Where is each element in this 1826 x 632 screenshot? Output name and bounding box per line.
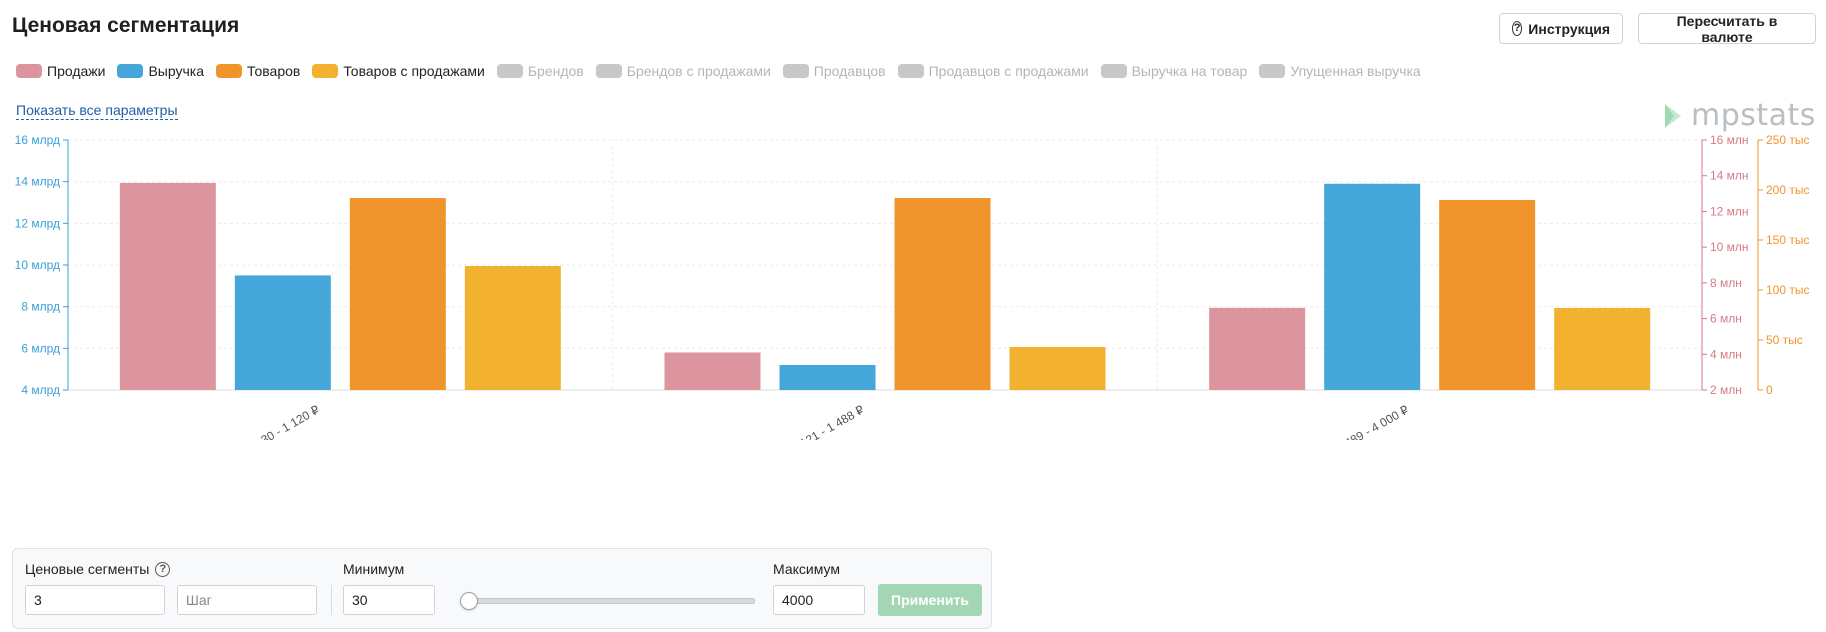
- legend-label: Брендов с продажами: [626, 63, 771, 79]
- left-axis-tick-label: 8 млрд: [21, 300, 60, 314]
- legend-item[interactable]: Упущенная выручка: [1259, 63, 1421, 79]
- question-icon: ?: [1512, 21, 1523, 36]
- step-input[interactable]: [177, 585, 317, 615]
- segments-help-icon[interactable]: ?: [155, 561, 171, 577]
- bar-3-1[interactable]: [349, 198, 446, 390]
- right-sales-axis-tick-label: 6 млн: [1710, 312, 1742, 326]
- help-button-label: Инструкция: [1528, 20, 1610, 37]
- bar-3-2[interactable]: [894, 198, 991, 390]
- logo: mpstats: [1663, 98, 1816, 133]
- right-sales-axis-tick-label: 8 млн: [1710, 276, 1742, 290]
- left-axis-tick-label: 4 млрд: [21, 383, 60, 397]
- bar-4-1[interactable]: [464, 266, 561, 390]
- left-axis-tick-label: 14 млрд: [15, 175, 60, 189]
- legend-label: Товаров: [247, 63, 301, 79]
- right-sales-axis-tick-label: 2 млн: [1710, 383, 1742, 397]
- right-items-axis-tick-label: 250 тыс: [1766, 133, 1809, 147]
- legend-item[interactable]: Продавцов: [782, 63, 886, 79]
- bar-4-3[interactable]: [1554, 308, 1651, 390]
- chart-legend: Продажи Выручка Товаров Товаров с продажами…: [16, 63, 1433, 79]
- legend-swatch: [782, 64, 809, 78]
- right-sales-axis-tick-label: 4 млн: [1710, 347, 1742, 361]
- right-items-axis-tick-label: 200 тыс: [1766, 183, 1809, 197]
- x-axis-tick-label: 1 121 - 1 488 ₽: [789, 402, 867, 440]
- right-items-axis-tick-label: 100 тыс: [1766, 283, 1809, 297]
- apply-button[interactable]: Применить: [878, 584, 982, 616]
- logo-text: mpstats: [1691, 98, 1816, 133]
- legend-item[interactable]: Брендов с продажами: [595, 63, 771, 79]
- max-label: Максимум: [773, 561, 840, 577]
- right-sales-axis-tick-label: 14 млн: [1710, 169, 1749, 183]
- bar-1-1[interactable]: [119, 182, 216, 390]
- min-label: Минимум: [343, 561, 405, 577]
- left-axis-tick-label: 12 млрд: [15, 216, 60, 230]
- page-title: Ценовая сегментация: [12, 14, 240, 37]
- bar-3-3[interactable]: [1439, 200, 1536, 390]
- legend-item[interactable]: Продажи: [16, 63, 105, 79]
- legend-label: Выручка: [148, 63, 205, 79]
- legend-item[interactable]: Брендов: [496, 63, 584, 79]
- price-range-slider-thumb[interactable]: [460, 592, 478, 610]
- min-price-input[interactable]: [343, 585, 435, 615]
- legend-swatch: [216, 64, 243, 78]
- segment-controls-panel: Ценовые сегменты ? Минимум Максимум Прим…: [12, 548, 992, 629]
- show-all-params-link[interactable]: Показать все параметры: [16, 102, 178, 120]
- legend-swatch: [16, 64, 42, 78]
- legend-label: Выручка на товар: [1131, 63, 1248, 79]
- legend-item[interactable]: Товаров с продажами: [312, 63, 485, 79]
- left-axis-tick-label: 6 млрд: [21, 341, 60, 355]
- right-sales-axis-tick-label: 10 млн: [1710, 240, 1749, 254]
- legend-swatch: [117, 64, 144, 78]
- legend-swatch: [897, 64, 924, 78]
- legend-item[interactable]: Выручка: [117, 63, 204, 79]
- legend-swatch: [595, 64, 622, 78]
- legend-label: Продажи: [47, 63, 106, 79]
- max-price-input[interactable]: [773, 585, 865, 615]
- segments-label: Ценовые сегменты: [25, 561, 150, 577]
- mpstats-logo-icon: [1665, 103, 1681, 128]
- recalc-button-label: Пересчитать в валюте: [1676, 12, 1778, 45]
- bar-2-2[interactable]: [779, 365, 876, 390]
- legend-label: Продавцов: [813, 63, 886, 79]
- right-items-axis-tick-label: 150 тыс: [1766, 233, 1809, 247]
- x-axis-tick-label: 1 489 - 4 000 ₽: [1333, 402, 1411, 440]
- right-items-axis-tick-label: 50 тыс: [1766, 333, 1803, 347]
- legend-swatch: [1259, 64, 1286, 78]
- right-items-axis-tick-label: 0: [1766, 383, 1773, 397]
- left-axis-tick-label: 16 млрд: [15, 133, 60, 147]
- bar-1-3[interactable]: [1209, 307, 1306, 390]
- price-range-slider-track[interactable]: [468, 598, 755, 604]
- bar-1-2[interactable]: [664, 352, 761, 391]
- right-sales-axis-tick-label: 16 млн: [1710, 133, 1749, 147]
- segments-label-wrap: Ценовые сегменты ?: [25, 561, 171, 577]
- legend-label: Продавцов с продажами: [928, 63, 1089, 79]
- legend-swatch: [1100, 64, 1127, 78]
- x-axis-tick-label: 30 - 1 120 ₽: [259, 402, 323, 440]
- recalc-currency-button[interactable]: Пересчитать в валюте: [1638, 12, 1816, 45]
- segments-count-input[interactable]: [25, 585, 165, 615]
- bar-2-3[interactable]: [1324, 183, 1421, 390]
- help-button[interactable]: ? Инструкция: [1499, 13, 1623, 44]
- left-axis-tick-label: 10 млрд: [15, 258, 60, 272]
- legend-swatch: [312, 64, 339, 78]
- legend-label: Упущенная выручка: [1290, 63, 1421, 79]
- price-segmentation-chart: 4 млрд 6 млрд 8 млрд 10 млрд 12 млрд 14 млрд 1…: [15, 133, 1810, 440]
- legend-label: Брендов: [527, 63, 584, 79]
- right-sales-axis-tick-label: 12 млн: [1710, 204, 1749, 218]
- legend-label: Товаров с продажами: [343, 63, 485, 79]
- bar-4-2[interactable]: [1009, 347, 1106, 390]
- legend-item[interactable]: Продавцов с продажами: [897, 63, 1089, 79]
- legend-item[interactable]: Товаров: [216, 63, 300, 79]
- legend-swatch: [496, 64, 523, 78]
- panel-divider: [331, 585, 332, 615]
- legend-item[interactable]: Выручка на товар: [1100, 63, 1248, 79]
- bar-2-1[interactable]: [234, 275, 331, 390]
